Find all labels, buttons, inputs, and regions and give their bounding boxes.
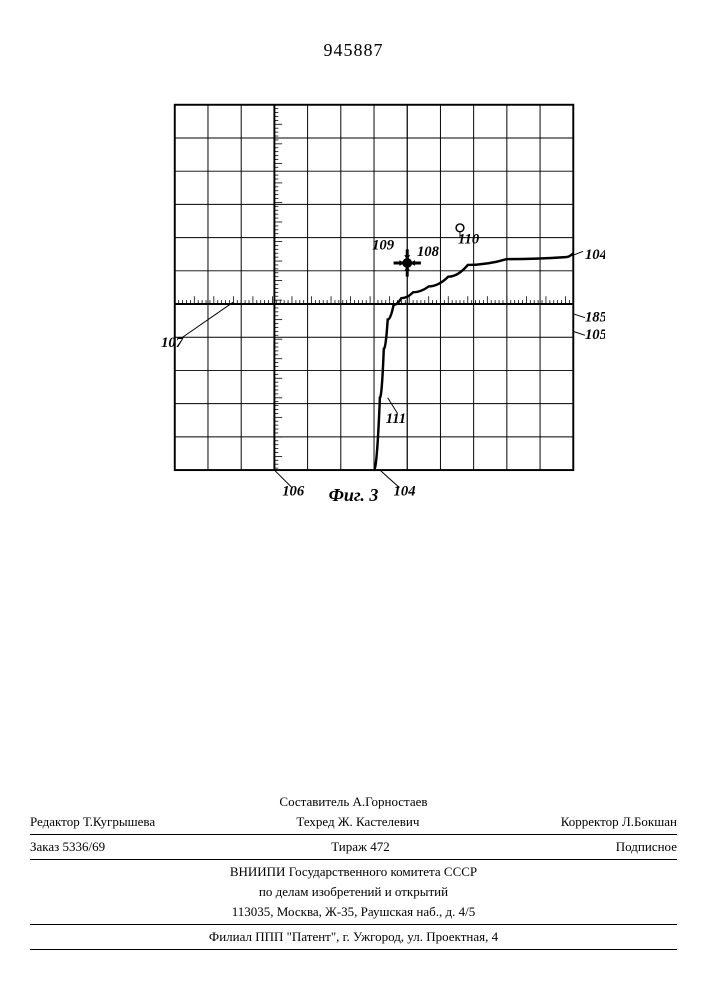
order: Заказ 5336/69 [30,839,105,855]
address: 113035, Москва, Ж-35, Раушская наб., д. … [30,902,677,922]
tirazh: Тираж 472 [331,839,390,855]
divider [30,924,677,925]
figure-caption: Фиг. 3 [0,485,707,506]
compiler-line: Составитель А.Горностаев [30,792,677,812]
subscription: Подписное [616,839,677,855]
editor: Редактор Т.Кугрышева [30,814,155,830]
svg-text:105: 105 [585,327,605,343]
svg-text:104: 104 [585,247,605,263]
svg-text:111: 111 [386,411,406,427]
figure-3: 104104105185106107108109110111 [145,95,545,470]
org-line1: ВНИИПИ Государственного комитета СССР [30,862,677,882]
divider [30,834,677,835]
patent-number: 945887 [0,40,707,61]
svg-text:107: 107 [161,335,184,351]
svg-text:185: 185 [585,310,605,326]
org-line2: по делам изобретений и открытий [30,882,677,902]
techred: Техред Ж. Кастелевич [296,814,419,830]
divider [30,859,677,860]
svg-text:109: 109 [372,237,395,253]
svg-text:110: 110 [458,231,480,247]
figure-svg: 104104105185106107108109110111 [145,95,605,515]
branch: Филиал ППП "Патент", г. Ужгород, ул. Про… [30,927,677,947]
footer: Составитель А.Горностаев Редактор Т.Кугр… [30,792,677,952]
svg-text:108: 108 [417,244,440,260]
divider [30,949,677,950]
corrector: Корректор Л.Бокшан [561,814,677,830]
